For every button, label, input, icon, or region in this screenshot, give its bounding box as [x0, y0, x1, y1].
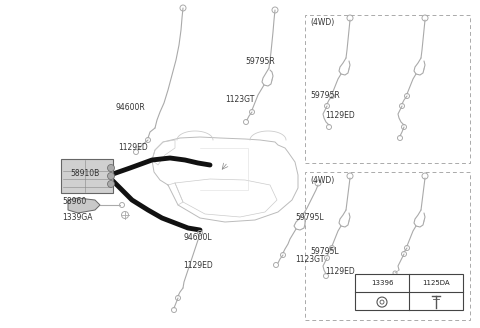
Text: 59795R: 59795R: [310, 91, 340, 99]
Text: (4WD): (4WD): [310, 175, 334, 184]
Text: 1123GT: 1123GT: [295, 256, 324, 264]
Text: 13396: 13396: [371, 280, 393, 286]
Text: 1339GA: 1339GA: [62, 214, 93, 222]
Circle shape: [108, 173, 115, 179]
Text: 1129ED: 1129ED: [325, 111, 355, 119]
Text: 58960: 58960: [62, 197, 86, 207]
Circle shape: [108, 165, 115, 172]
FancyBboxPatch shape: [61, 159, 113, 193]
Text: 94600R: 94600R: [115, 104, 145, 113]
Text: 59795R: 59795R: [245, 57, 275, 67]
Text: 58910B: 58910B: [70, 170, 99, 178]
Text: 1129ED: 1129ED: [325, 268, 355, 277]
Text: 94600L: 94600L: [183, 234, 212, 242]
Text: 1129ED: 1129ED: [118, 144, 148, 153]
Text: 59795L: 59795L: [310, 248, 338, 256]
Bar: [355, 274, 463, 310]
Text: 1129ED: 1129ED: [183, 260, 213, 270]
Bar: [305, 15, 470, 163]
Text: 1125DA: 1125DA: [422, 280, 450, 286]
Text: 59795L: 59795L: [295, 214, 324, 222]
Polygon shape: [68, 198, 100, 213]
Bar: [305, 172, 470, 320]
Text: (4WD): (4WD): [310, 18, 334, 28]
Text: 1123GT: 1123GT: [225, 95, 254, 105]
Circle shape: [108, 180, 115, 188]
